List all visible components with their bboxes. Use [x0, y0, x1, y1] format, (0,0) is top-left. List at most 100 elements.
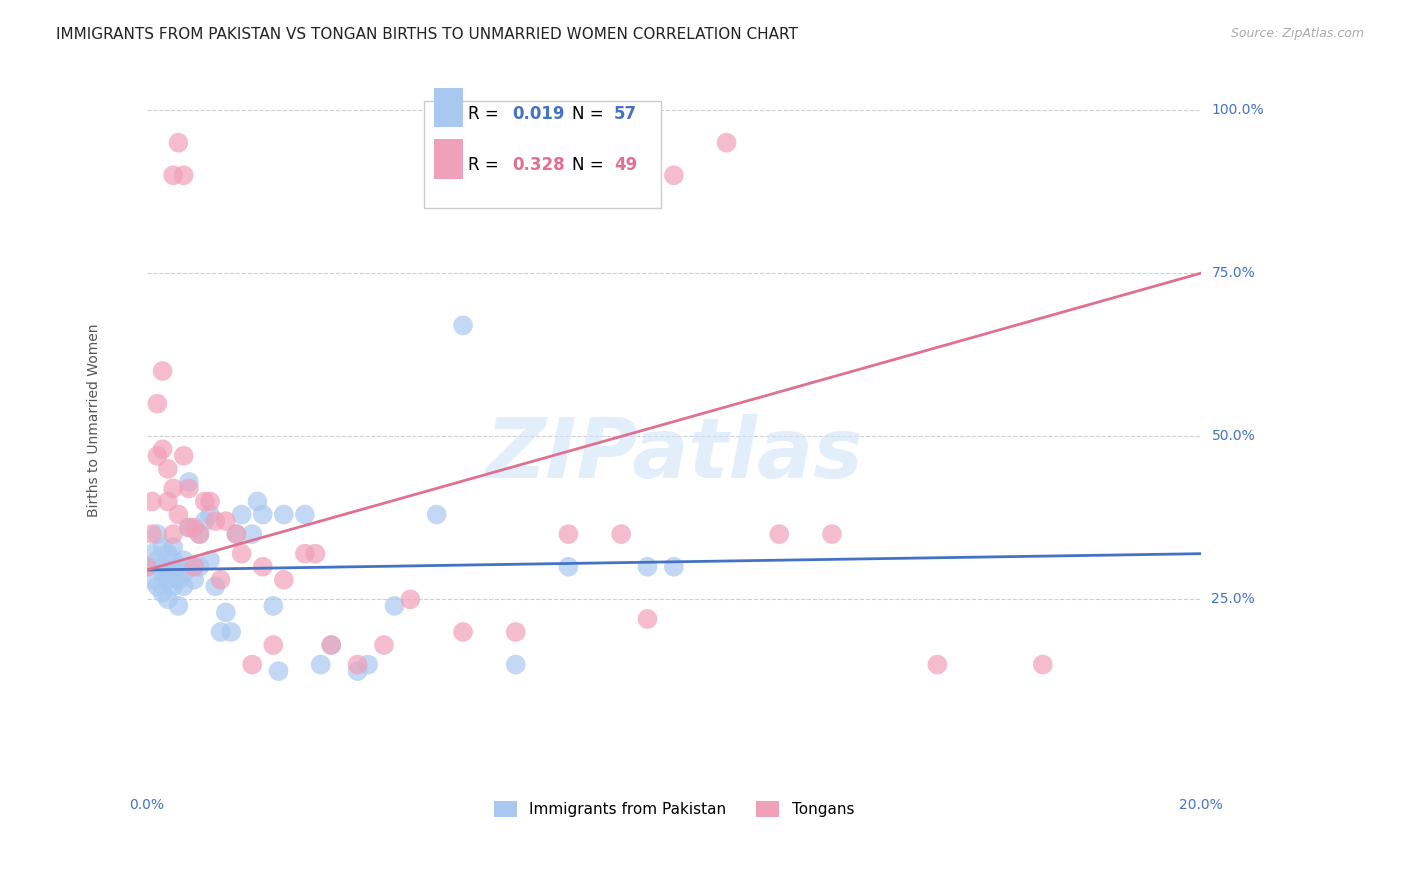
- Point: [610, 527, 633, 541]
- Point: [183, 559, 205, 574]
- Point: [156, 573, 179, 587]
- Point: [194, 514, 217, 528]
- Point: [194, 494, 217, 508]
- Point: [451, 318, 474, 333]
- Point: [152, 559, 174, 574]
- Point: [167, 599, 190, 613]
- Text: 0.0%: 0.0%: [129, 798, 165, 813]
- Point: [156, 592, 179, 607]
- Text: 0.328: 0.328: [513, 156, 565, 174]
- Point: [162, 527, 184, 541]
- Point: [273, 573, 295, 587]
- Point: [505, 624, 527, 639]
- Text: Source: ZipAtlas.com: Source: ZipAtlas.com: [1230, 27, 1364, 40]
- Point: [384, 599, 406, 613]
- Point: [146, 449, 169, 463]
- Text: 49: 49: [614, 156, 637, 174]
- Point: [309, 657, 332, 672]
- Point: [173, 579, 195, 593]
- Point: [294, 547, 316, 561]
- Point: [246, 494, 269, 508]
- Point: [225, 527, 247, 541]
- Point: [346, 664, 368, 678]
- Point: [557, 527, 579, 541]
- Point: [177, 520, 200, 534]
- Point: [399, 592, 422, 607]
- Point: [141, 527, 163, 541]
- Point: [215, 606, 238, 620]
- Point: [209, 624, 232, 639]
- Text: R =: R =: [468, 105, 505, 123]
- Text: 25.0%: 25.0%: [1212, 592, 1256, 607]
- Point: [252, 559, 274, 574]
- Text: N =: N =: [572, 156, 609, 174]
- Point: [141, 547, 163, 561]
- Point: [152, 586, 174, 600]
- Point: [273, 508, 295, 522]
- Point: [198, 508, 221, 522]
- Point: [637, 612, 659, 626]
- Point: [188, 527, 211, 541]
- FancyBboxPatch shape: [433, 87, 463, 128]
- Point: [188, 559, 211, 574]
- Point: [357, 657, 380, 672]
- Point: [240, 527, 263, 541]
- Point: [373, 638, 395, 652]
- Point: [162, 169, 184, 183]
- FancyBboxPatch shape: [433, 139, 463, 178]
- Text: 50.0%: 50.0%: [1212, 429, 1256, 443]
- Point: [135, 559, 157, 574]
- Text: Births to Unmarried Women: Births to Unmarried Women: [87, 323, 101, 516]
- Point: [173, 566, 195, 581]
- Point: [198, 494, 221, 508]
- Point: [183, 559, 205, 574]
- Point: [927, 657, 949, 672]
- Point: [557, 559, 579, 574]
- Point: [188, 527, 211, 541]
- Point: [173, 553, 195, 567]
- Point: [156, 494, 179, 508]
- Point: [156, 462, 179, 476]
- Point: [346, 657, 368, 672]
- Point: [162, 540, 184, 554]
- Text: ZIPatlas: ZIPatlas: [485, 414, 863, 495]
- Point: [662, 559, 685, 574]
- Point: [252, 508, 274, 522]
- Point: [146, 579, 169, 593]
- Legend: Immigrants from Pakistan, Tongans: Immigrants from Pakistan, Tongans: [488, 795, 860, 823]
- Point: [167, 136, 190, 150]
- Point: [135, 559, 157, 574]
- Point: [167, 573, 190, 587]
- Point: [141, 573, 163, 587]
- Point: [177, 475, 200, 489]
- Point: [426, 508, 449, 522]
- Point: [141, 494, 163, 508]
- Point: [167, 559, 190, 574]
- Point: [177, 482, 200, 496]
- Point: [262, 638, 284, 652]
- Point: [146, 396, 169, 410]
- Point: [637, 559, 659, 574]
- Point: [204, 579, 226, 593]
- Point: [183, 520, 205, 534]
- Point: [215, 514, 238, 528]
- Point: [146, 527, 169, 541]
- Point: [1032, 657, 1054, 672]
- Point: [156, 547, 179, 561]
- Point: [821, 527, 844, 541]
- Point: [152, 442, 174, 457]
- Point: [267, 664, 290, 678]
- Point: [662, 169, 685, 183]
- Point: [162, 566, 184, 581]
- Point: [152, 566, 174, 581]
- Point: [183, 573, 205, 587]
- Point: [146, 553, 169, 567]
- Text: N =: N =: [572, 105, 609, 123]
- Text: 75.0%: 75.0%: [1212, 266, 1256, 280]
- Text: 57: 57: [614, 105, 637, 123]
- Point: [304, 547, 326, 561]
- Point: [768, 527, 790, 541]
- Text: R =: R =: [468, 156, 505, 174]
- Point: [204, 514, 226, 528]
- Point: [162, 553, 184, 567]
